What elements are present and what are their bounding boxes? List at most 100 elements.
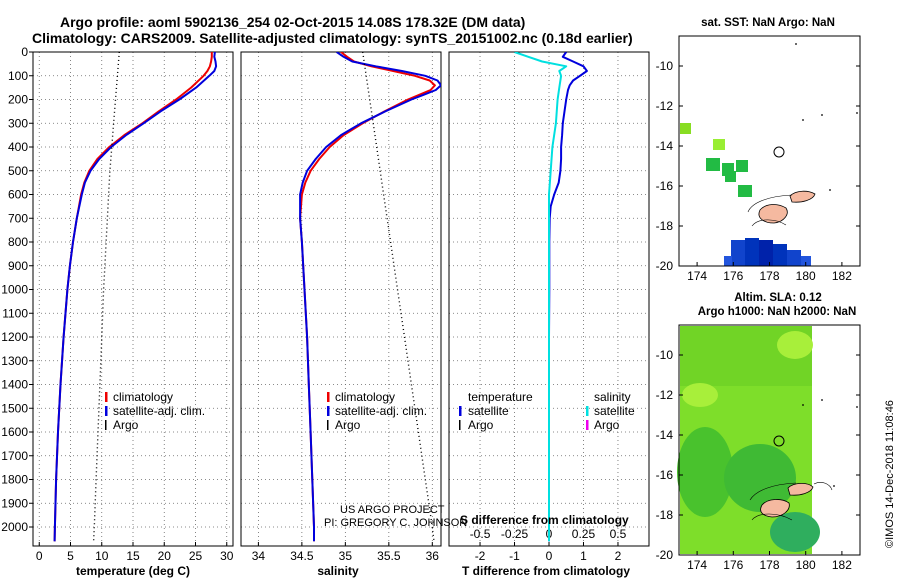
y-tick-label: 1700 <box>1 449 28 463</box>
profile-location-marker <box>773 146 785 158</box>
legend-swatch-argo <box>327 420 329 430</box>
legend-heading-salinity: salinity <box>594 390 631 404</box>
sst-cell <box>724 256 732 266</box>
temperature-legend: climatology satellite-adj. clim. Argo <box>105 390 205 432</box>
y-tick-label: 500 <box>8 164 28 178</box>
plot-frame <box>32 51 234 547</box>
fiji-islands <box>747 43 858 227</box>
x-tick-label: 15 <box>126 549 140 563</box>
y-tick-label: 700 <box>8 211 28 225</box>
sla-blob <box>777 331 813 359</box>
sst-cell <box>713 139 725 150</box>
sla-map-title-1: Altim. SLA: 0.12 <box>734 292 822 304</box>
legend-label-satellite: satellite-adj. clim. <box>113 404 205 418</box>
x-tick-label: 20 <box>158 549 172 563</box>
sla-blob <box>770 512 820 552</box>
map-y-tick-label: -14 <box>656 139 674 153</box>
series-line-salinity-satellite <box>514 52 568 542</box>
sst-cell <box>725 171 736 182</box>
temperature-xlabel: temperature (deg C) <box>76 564 190 578</box>
y-tick-label: 200 <box>8 93 28 107</box>
series-group <box>299 52 441 542</box>
series-group <box>514 52 588 542</box>
map-y-tick-label: -12 <box>656 388 674 402</box>
y-tick-label: 300 <box>8 116 28 130</box>
legend-label-satellite: satellite-adj. clim. <box>335 404 427 418</box>
y-tick-label: 0 <box>21 45 28 59</box>
sst-cell <box>801 256 811 266</box>
sst-map-background <box>679 36 860 266</box>
x-tick-label: 36 <box>426 549 440 563</box>
project-label: US ARGO PROJECT <box>340 504 445 516</box>
map-x-tick-label: 174 <box>687 269 707 283</box>
sst-low-region <box>724 238 811 266</box>
y-tick-label: 1100 <box>2 306 28 320</box>
map-y-tick-label: -18 <box>656 508 674 522</box>
salinity-legend: climatology satellite-adj. clim. Argo <box>327 390 427 432</box>
series-line-argo <box>362 52 435 542</box>
x-tick-label: 10 <box>95 549 109 563</box>
x-tick-label: 2 <box>615 549 622 563</box>
legend-swatch-satellite <box>105 406 108 416</box>
series-line-climatology <box>299 52 436 542</box>
legend-label-climatology: climatology <box>113 390 173 404</box>
x-tick-label: 1 <box>580 549 587 563</box>
legend-swatch-climatology <box>327 392 330 402</box>
sst-cell <box>787 250 801 266</box>
map-y-tick-label: -18 <box>656 219 674 233</box>
map-y-tick-label: -20 <box>656 548 674 562</box>
legend-label-argo: Argo <box>113 418 139 432</box>
map-y-tick-label: -12 <box>656 99 674 113</box>
y-tick-label: 100 <box>8 69 28 83</box>
difference-xlabel: T difference from climatology <box>462 564 630 578</box>
map-y-tick-label: -16 <box>656 179 674 193</box>
x-tick-label: 0 <box>36 549 43 563</box>
map-x-tick-label: 178 <box>759 269 779 283</box>
map-x-tick-label: 178 <box>759 558 779 572</box>
legend-swatch-t-argo <box>459 420 461 430</box>
sst-cell <box>731 240 745 266</box>
sst-cell <box>759 240 773 266</box>
x-top-tick-label: -0.5 <box>470 527 491 541</box>
sla-blob <box>677 427 733 517</box>
legend-swatch-satellite <box>327 406 330 416</box>
x-tick-label: 0 <box>546 549 553 563</box>
salinity-panel: 34 34.5 35 35.5 36 <box>240 51 442 563</box>
map-y-tick-label: -16 <box>656 468 674 482</box>
legend-swatch-t-satellite <box>459 406 462 416</box>
y-tick-label: 2000 <box>1 520 28 534</box>
title-line-2: Climatology: CARS2009. Satellite-adjuste… <box>32 30 633 46</box>
x-top-tick-label: 0.25 <box>572 527 596 541</box>
title-line-1: Argo profile: aoml 5902136_254 02-Oct-20… <box>60 14 525 30</box>
y-tick-label: 600 <box>8 188 28 202</box>
temperature-panel: 0 5 10 15 20 25 300100200300400500600700800900… <box>1 45 233 563</box>
legend-label-climatology: climatology <box>335 390 395 404</box>
y-tick-label: 400 <box>8 140 28 154</box>
series-line-argo <box>92 52 120 542</box>
x-tick-label: 30 <box>220 549 234 563</box>
x-top-tick-label: -0.25 <box>501 527 529 541</box>
y-tick-label: 1900 <box>1 496 28 510</box>
x-tick-label: 25 <box>189 549 203 563</box>
y-tick-label: 1300 <box>1 354 28 368</box>
x-tick-label: 34 <box>252 549 266 563</box>
map-x-tick-label: 180 <box>796 269 816 283</box>
y-tick-label: 1500 <box>1 401 28 415</box>
sla-blob <box>682 383 718 407</box>
y-tick-label: 800 <box>8 235 28 249</box>
sst-cell <box>680 123 691 134</box>
profile-location-marker <box>773 435 785 447</box>
x-tick-label: 35 <box>339 549 353 563</box>
y-tick-label: 1200 <box>1 330 28 344</box>
pi-label: PI: GREGORY C. JOHNSON <box>324 517 467 529</box>
y-tick-label: 900 <box>8 259 28 273</box>
sla-map: 174 176 178 180 182 -10 -12 -14 -16 -18 -20 <box>656 324 861 572</box>
difference-top-xlabel: S difference from climatology <box>460 513 629 527</box>
sst-cell <box>773 244 787 266</box>
map-y-tick-label: -20 <box>656 259 674 273</box>
sst-map: 174 176 178 180 182 -10 -12 -14 -16 -18 -20 <box>656 35 861 283</box>
difference-legend: temperature satellite Argo salinity sate… <box>459 390 635 432</box>
x-tick-label: 5 <box>67 549 74 563</box>
legend-swatch-argo <box>105 420 107 430</box>
